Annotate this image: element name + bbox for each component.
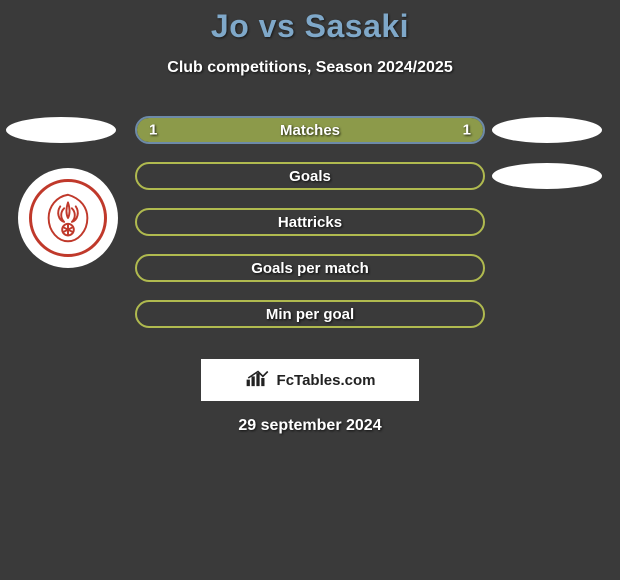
bar-label: Goals per match: [251, 260, 369, 277]
bar-label: Min per goal: [266, 306, 354, 323]
comparison-card: Jo vs Sasaki Club competitions, Season 2…: [0, 0, 620, 435]
bar-label: Hattricks: [278, 214, 342, 231]
right-oval: [492, 163, 602, 189]
bar-label: Goals: [289, 168, 331, 185]
page-title: Jo vs Sasaki: [0, 8, 620, 45]
bar-track: 1 Matches 1: [135, 116, 485, 144]
footer-brand-text: FcTables.com: [277, 372, 376, 389]
bar-track: Goals per match: [135, 254, 485, 282]
stat-row-matches: 1 Matches 1: [0, 107, 620, 153]
date-line: 29 september 2024: [0, 417, 620, 435]
page-subtitle: Club competitions, Season 2024/2025: [0, 59, 620, 77]
left-team-logo: [18, 168, 118, 268]
stat-row-min-per-goal: Min per goal: [0, 291, 620, 337]
crest-icon: [29, 179, 107, 257]
bar-track: Goals: [135, 162, 485, 190]
chart-icon: [245, 368, 271, 393]
bar-track: Min per goal: [135, 300, 485, 328]
bar-label: Matches: [280, 122, 340, 139]
right-oval: [492, 117, 602, 143]
footer-brand-badge: FcTables.com: [201, 359, 419, 401]
bar-track: Hattricks: [135, 208, 485, 236]
left-oval: [6, 117, 116, 143]
right-value: 1: [463, 122, 471, 139]
left-value: 1: [149, 122, 157, 139]
